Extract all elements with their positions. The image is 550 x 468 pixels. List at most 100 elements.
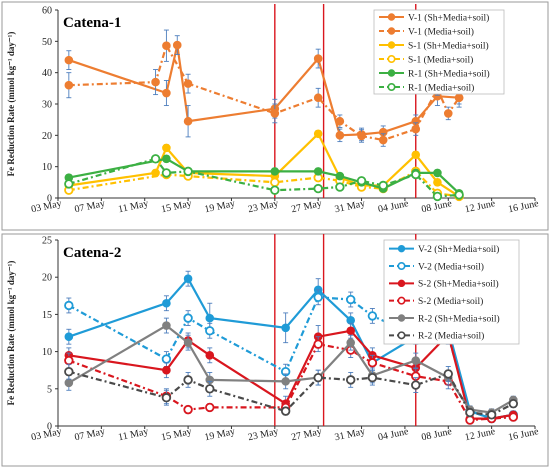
data-point [281, 377, 290, 386]
x-tick-label: 31 May [334, 198, 366, 215]
data-point [433, 168, 442, 178]
chart-title: Catena-2 [63, 245, 121, 261]
legend-marker [387, 83, 396, 92]
data-point [270, 185, 280, 195]
x-tick-label: 12 June [464, 198, 497, 215]
x-tick-label: 12 June [464, 426, 497, 443]
legend-label: V-1 (Media+soil) [408, 26, 474, 37]
x-tick-label: 27 May [290, 198, 322, 215]
data-point [162, 88, 171, 98]
data-point [281, 323, 290, 333]
data-point [454, 93, 464, 103]
x-tick-label: 27 May [290, 426, 322, 443]
x-tick-label: 15 May [160, 426, 192, 443]
data-point [346, 375, 356, 385]
legend-label: R-1 (Media+soil) [408, 82, 474, 93]
data-point [335, 171, 345, 181]
data-point [270, 109, 280, 118]
y-tick-label: 20 [42, 131, 52, 142]
x-tick-label: 19 May [204, 198, 236, 215]
data-point [367, 358, 378, 368]
y-tick-label: 10 [42, 162, 52, 173]
legend-label: R-2 (Sh+Media+soil) [418, 313, 500, 324]
data-point [313, 54, 323, 63]
x-tick-label: 07 May [74, 198, 106, 215]
y-tick-label: 10 [42, 347, 52, 358]
legend-marker [397, 314, 406, 322]
data-point [411, 356, 421, 365]
x-tick-label: 23 May [247, 198, 279, 215]
data-point [161, 168, 172, 178]
x-tick-label: 11 May [117, 198, 149, 215]
legend-marker [387, 13, 396, 21]
chart-panel-2: 0 5 10 15 20 25 03 May 07 May 11 May 15 May 19 May… [1, 233, 549, 467]
data-point [172, 40, 182, 50]
data-point [64, 378, 74, 388]
data-point [411, 380, 421, 390]
data-point [183, 313, 193, 323]
series-r-2-media-soil- [64, 363, 519, 420]
data-point [64, 300, 74, 311]
data-point [161, 354, 172, 364]
data-point [162, 321, 171, 330]
data-point [313, 183, 323, 194]
data-point [335, 116, 345, 126]
legend-marker [397, 244, 406, 253]
series-s-1-sh-media-soil- [64, 129, 464, 201]
data-point [313, 93, 323, 103]
data-point [183, 116, 193, 126]
data-point [183, 166, 193, 177]
x-tick-label: 11 May [117, 426, 149, 443]
series-r-1-media-soil- [64, 154, 464, 202]
data-point [151, 77, 160, 87]
y-tick-label: 0 [47, 422, 52, 433]
x-tick-label: 03 May [30, 426, 62, 443]
series-v-1-media-soil- [64, 29, 464, 147]
legend-label: R-2 (Media+soil) [418, 331, 484, 342]
x-tick-label: 04 June [377, 198, 410, 215]
data-point [378, 135, 388, 145]
y-tick-label: 25 [42, 236, 52, 247]
data-point [205, 326, 215, 336]
legend-box [383, 239, 520, 345]
legend-label: V-2 (Sh+Media+soil) [418, 244, 499, 255]
legend-label: V-2 (Media+soil) [418, 261, 484, 272]
data-point [357, 131, 366, 141]
legend-marker [397, 296, 406, 305]
y-axis-label: Fe Reduction Rate (mmol kg⁻¹ day⁻¹) [6, 32, 16, 177]
data-point [280, 406, 291, 416]
data-point [162, 143, 171, 153]
data-point [335, 182, 345, 192]
legend: V-1 (Sh+Media+soil) V-1 (Media+soil) S-1 (… [373, 9, 505, 95]
legend-label: V-1 (Sh+Media+soil) [408, 12, 489, 23]
legend-marker [387, 54, 396, 63]
data-point [443, 369, 453, 379]
chart-title: Catena-1 [63, 15, 121, 31]
data-point [183, 79, 193, 88]
data-point [432, 191, 443, 202]
legend: V-2 (Sh+Media+soil) V-2 (Media+soil) S-2 (… [383, 239, 520, 345]
data-point [150, 154, 161, 164]
data-point [183, 338, 193, 347]
data-point [313, 372, 323, 383]
data-point [64, 80, 74, 90]
x-tick-label: 19 May [204, 426, 236, 443]
data-point [162, 298, 171, 308]
data-point [162, 365, 171, 375]
data-point [465, 407, 475, 418]
data-point [356, 176, 367, 186]
data-point [64, 366, 74, 377]
y-tick-label: 60 [42, 6, 52, 17]
data-point [205, 384, 215, 394]
data-point [367, 372, 378, 383]
data-point [64, 179, 74, 189]
x-tick-label: 08 June [420, 426, 453, 443]
data-point [378, 180, 388, 191]
data-point [411, 150, 421, 160]
x-tick-label: 07 May [74, 426, 106, 443]
y-tick-label: 30 [42, 100, 52, 111]
data-point [183, 274, 193, 283]
legend-label: S-2 (Sh+Media+soil) [418, 279, 499, 290]
